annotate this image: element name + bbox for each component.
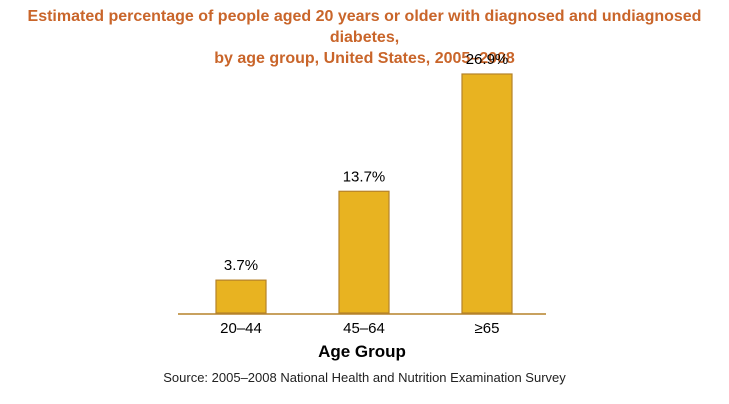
x-axis-label: Age Group: [318, 342, 406, 361]
chart-title-line-1: Estimated percentage of people aged 20 y…: [27, 8, 702, 46]
bar-1: [215, 279, 267, 314]
data-label-1: 3.7%: [224, 257, 258, 274]
data-label-3: 26.9%: [466, 51, 509, 68]
chart-title-line-2: by age group, United States, 2005–2008: [214, 50, 515, 67]
chart-title: Estimated percentage of people aged 20 y…: [0, 6, 729, 69]
x-tick-label-2: 45–64: [343, 320, 385, 337]
data-label-2: 13.7%: [343, 168, 386, 185]
bar-3: [461, 73, 513, 314]
x-tick-label-3: ≥65: [475, 320, 500, 337]
source-note: Source: 2005–2008 National Health and Nu…: [163, 370, 566, 385]
x-tick-label-1: 20–44: [220, 320, 262, 337]
bar-2: [338, 190, 390, 314]
